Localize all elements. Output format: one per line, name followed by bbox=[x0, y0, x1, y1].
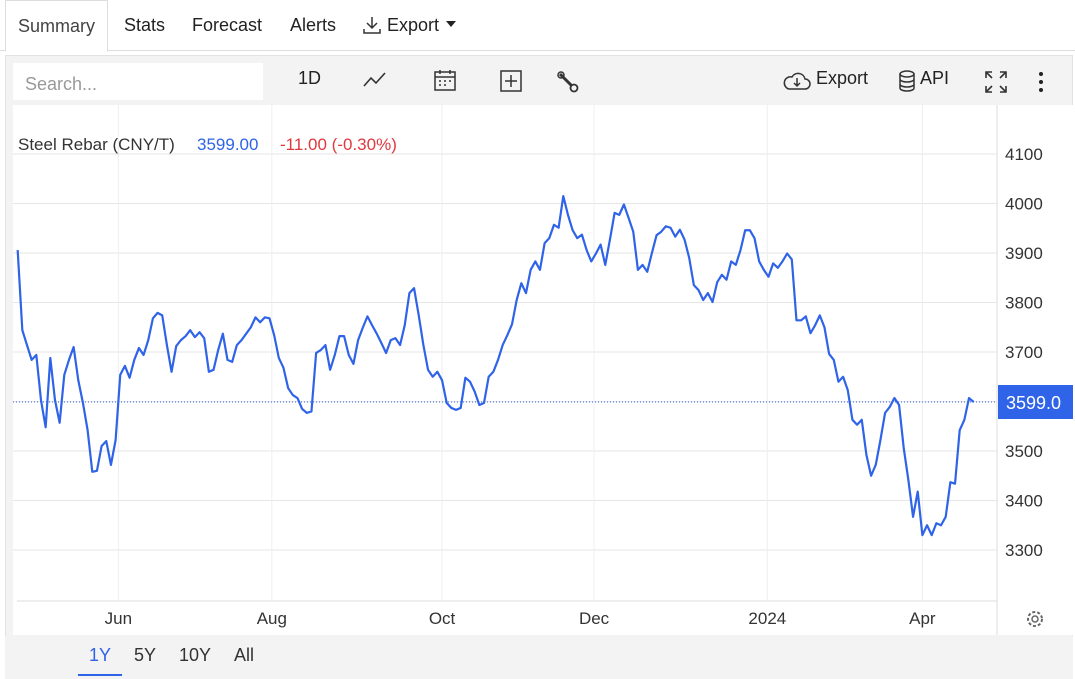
x-tick-label: Dec bbox=[579, 609, 610, 628]
tab[interactable]: Summary bbox=[5, 0, 109, 52]
search-box[interactable]: Search... bbox=[13, 63, 263, 100]
y-tick-label: 3400 bbox=[1005, 492, 1043, 511]
last-price-badge bbox=[998, 384, 1073, 419]
interval-button[interactable]: 1D bbox=[298, 68, 322, 88]
tab-bar: Summary Stats Forecast Alerts Export bbox=[0, 0, 1075, 52]
download-icon bbox=[363, 17, 381, 34]
export-button[interactable]: Export bbox=[816, 68, 869, 88]
chart-change: -11.00 (-0.30%) bbox=[280, 135, 397, 154]
tab[interactable]: Alerts bbox=[290, 15, 337, 35]
plot-background bbox=[13, 105, 1073, 635]
price-line bbox=[16, 194, 975, 537]
caret bbox=[446, 21, 456, 27]
database-icon bbox=[899, 70, 915, 92]
y-tick-label: 4000 bbox=[1005, 195, 1043, 214]
chart-price: 3599.00 bbox=[197, 135, 258, 154]
x-tick-label: Aug bbox=[257, 609, 287, 628]
menu-icon[interactable] bbox=[1037, 70, 1045, 94]
wrench-icon[interactable] bbox=[556, 70, 580, 94]
range-button[interactable]: 10Y bbox=[179, 645, 212, 665]
api-button[interactable]: API bbox=[920, 68, 950, 88]
cloud-icon bbox=[783, 72, 811, 90]
y-tick-label: 3800 bbox=[1005, 294, 1043, 313]
calendar-icon[interactable] bbox=[433, 68, 457, 92]
tab[interactable]: Stats bbox=[124, 15, 166, 35]
fullscreen-icon[interactable] bbox=[983, 69, 1009, 95]
tab[interactable]: Forecast bbox=[192, 15, 263, 35]
y-tick-label: 3900 bbox=[1005, 244, 1043, 263]
x-tick-label: Jun bbox=[105, 609, 132, 628]
chart-name: Steel Rebar (CNY/T) bbox=[18, 135, 175, 154]
y-tick-label: 3500 bbox=[1005, 442, 1043, 461]
range-bar bbox=[5, 636, 1073, 679]
x-tick-label: 2024 bbox=[748, 609, 786, 628]
range-button[interactable]: 1Y bbox=[78, 645, 123, 676]
x-tick-label: Oct bbox=[429, 609, 456, 628]
line-type-icon[interactable] bbox=[362, 70, 388, 90]
add-icon[interactable] bbox=[499, 69, 523, 93]
range-button[interactable]: 5Y bbox=[134, 645, 157, 665]
x-tick-label: Apr bbox=[909, 609, 936, 628]
y-tick-label: 3300 bbox=[1005, 541, 1043, 560]
range-button[interactable]: All bbox=[234, 645, 255, 665]
last-price-label: 3599.0 bbox=[1006, 393, 1061, 413]
y-tick-label: 4100 bbox=[1005, 145, 1043, 164]
y-tick-label: 3700 bbox=[1005, 343, 1043, 362]
tab[interactable]: Export bbox=[387, 15, 440, 35]
settings-icon[interactable] bbox=[1027, 611, 1043, 627]
